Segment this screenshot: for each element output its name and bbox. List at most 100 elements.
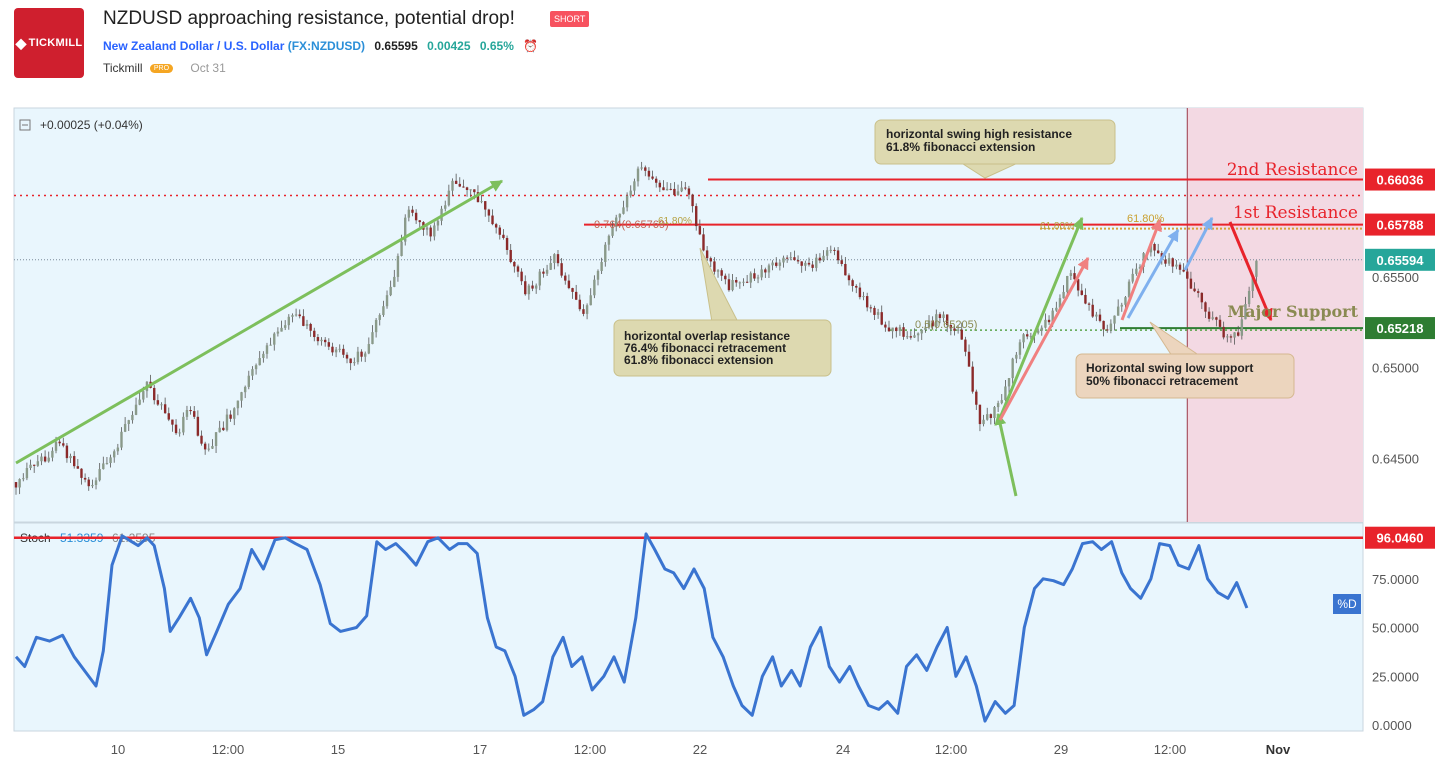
candle-body [1087, 303, 1091, 305]
candle-body [956, 329, 960, 331]
candle-body [553, 254, 556, 264]
candle-body [167, 413, 170, 420]
instrument-line: New Zealand Dollar / U.S. Dollar (FX:NZD… [103, 39, 538, 53]
time-axis[interactable]: 10 12:00 15 17 12:00 22 24 12:00 29 12:0… [111, 742, 1291, 757]
note-line-2: 76.4% fibonacci retracement [624, 341, 786, 355]
candle-body [898, 327, 902, 332]
candle-body [1044, 319, 1047, 328]
candle-body [953, 328, 956, 331]
candle-body [687, 188, 691, 195]
candle-body [247, 375, 250, 387]
candle-body [1156, 250, 1160, 254]
candle-body [1222, 326, 1225, 338]
candle-body [69, 456, 72, 459]
time-tick: 15 [331, 742, 345, 757]
candle-body [80, 468, 83, 478]
candle-body [913, 335, 916, 338]
candle-body [1120, 304, 1123, 307]
candle-body [1211, 317, 1214, 319]
stoch-d-tag-text: %D [1337, 597, 1357, 611]
candle-body [855, 285, 858, 288]
candle-body [1022, 334, 1025, 343]
fib-label-764: 0.764(0.65769) [594, 219, 669, 231]
author-name[interactable]: Tickmill [103, 61, 143, 75]
candle-body [433, 225, 436, 237]
candle-body [1076, 279, 1080, 291]
last-price: 0.65595 [374, 39, 418, 53]
candle-body [716, 270, 720, 272]
candle-body [1229, 336, 1233, 338]
alarm-clock-icon[interactable]: ⏰ [523, 39, 539, 53]
time-tick: 12:00 [1154, 742, 1187, 757]
candle-body [113, 451, 116, 458]
candles-group [14, 161, 1258, 495]
candle-body [1116, 306, 1120, 316]
price-tag-current: 0.65594 [1365, 248, 1435, 271]
time-tick: Nov [1266, 742, 1291, 757]
candle-body [669, 188, 672, 190]
candle-body [676, 191, 680, 196]
price-change: 0.00425 [427, 39, 471, 53]
candle-body [975, 391, 978, 405]
candle-body [269, 344, 272, 346]
candle-body [65, 445, 69, 459]
candle-body [829, 249, 832, 251]
candle-body [836, 250, 840, 261]
candle-body [185, 410, 189, 417]
red-projection-arrow [1228, 221, 1273, 322]
candle-body [360, 351, 363, 357]
candle-body [163, 404, 167, 414]
candle-body [996, 403, 1000, 408]
candle-body [505, 237, 509, 250]
candle-body [371, 332, 374, 345]
candle-body [960, 329, 963, 340]
candle-body [1026, 334, 1029, 337]
candle-body [1098, 314, 1102, 321]
candle-body [73, 456, 76, 467]
price-tag-bg [1365, 213, 1435, 236]
candle-body [54, 441, 58, 451]
candle-body [931, 320, 934, 327]
note-swing-high: horizontal swing high resistance 61.8% f… [874, 119, 1116, 179]
candle-body [1171, 258, 1174, 267]
publish-date: Oct 31 [190, 61, 226, 75]
candle-body [531, 285, 534, 289]
instrument-name[interactable]: New Zealand Dollar / U.S. Dollar [103, 39, 285, 53]
candle-body [1073, 273, 1076, 280]
price-chart[interactable]: 0.764(0.65769) 61.80% 61.80% 61.80% 0.5(… [0, 100, 1437, 760]
candle-body [18, 479, 21, 488]
candle-body [978, 404, 982, 425]
fib-label-618-a: 61.80% [658, 216, 692, 227]
candle-body [967, 351, 971, 367]
candle-body [1200, 292, 1204, 303]
candle-body [1131, 273, 1134, 282]
stoch-tag-bg [1365, 526, 1435, 549]
candle-body [283, 325, 287, 328]
collapse-toggle-icon[interactable] [19, 119, 31, 131]
candle-body [891, 327, 894, 332]
candle-body [1051, 310, 1054, 323]
candle-body [727, 279, 731, 291]
price-axis[interactable]: 0.65500 0.65000 0.64500 [1372, 270, 1419, 467]
symbol-link[interactable]: (FX:NZDUSD) [287, 39, 366, 53]
blue-leg-arrow-2 [1183, 216, 1214, 271]
candle-body [142, 391, 145, 400]
candle-body [658, 182, 662, 188]
candle-body [1004, 386, 1007, 401]
candle-body [742, 281, 745, 283]
candle-body [313, 330, 316, 338]
candle-body [527, 285, 531, 295]
candle-body [1255, 260, 1258, 277]
time-tick: 29 [1054, 742, 1068, 757]
stoch-panel[interactable] [13, 522, 1364, 732]
idea-title: NZDUSD approaching resistance, potential… [103, 8, 515, 29]
candle-body [1189, 278, 1193, 289]
candle-body [644, 167, 647, 171]
price-panel[interactable] [13, 107, 1364, 523]
candle-body [585, 305, 589, 314]
stoch-axis[interactable]: 75.0000 50.0000 25.0000 0.0000 [1372, 572, 1419, 733]
candle-body [691, 194, 694, 207]
candle-body [196, 416, 200, 436]
price-tag-first-resistance: 0.65788 [1365, 213, 1435, 236]
stoch-level-tag: 96.0460 [1365, 526, 1435, 549]
